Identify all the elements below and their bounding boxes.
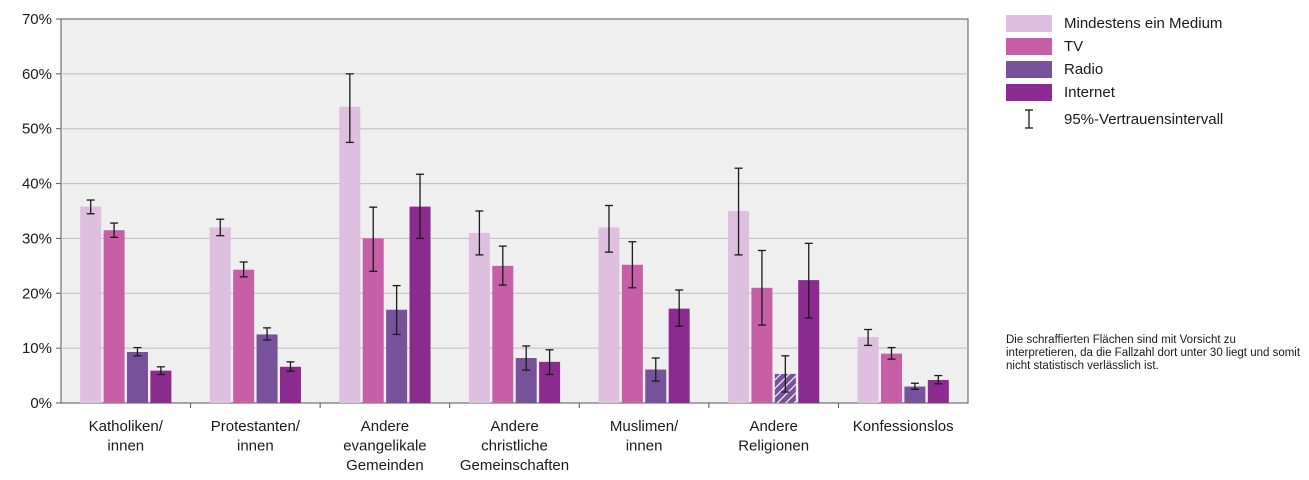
category-label: innen [626, 438, 663, 455]
bar [598, 227, 620, 403]
legend-item-internet: Internet [1006, 81, 1223, 104]
legend-swatch [1006, 84, 1052, 101]
legend-label: 95%-Vertrauensintervall [1064, 110, 1224, 128]
y-tick-label: 20% [22, 285, 52, 302]
legend-label: Radio [1064, 61, 1104, 78]
category-label: evangelikale [343, 438, 426, 455]
category-label: Katholiken/ [89, 418, 164, 435]
legend-item-mindestens-ein-medium: Mindestens ein Medium [1006, 12, 1223, 35]
legend: Mindestens ein Medium TV Radio Internet … [1006, 12, 1223, 134]
bar [927, 379, 949, 403]
bar [645, 369, 667, 403]
bar [150, 370, 172, 403]
x-axis: Katholiken/innen Protestanten/innen Andere… [89, 403, 954, 474]
y-tick-label: 70% [22, 11, 52, 28]
bar [386, 309, 408, 403]
y-tick-label: 40% [22, 176, 52, 193]
legend-item-radio: Radio [1006, 58, 1223, 81]
category-label: Andere [749, 418, 797, 435]
bar [339, 106, 361, 404]
category-label: Religionen [738, 438, 809, 455]
y-tick-label: 50% [22, 121, 52, 138]
legend-label: TV [1064, 38, 1084, 55]
bar [256, 334, 278, 403]
error-bar-icon [1006, 108, 1052, 129]
bar [126, 351, 148, 403]
bar [362, 238, 384, 403]
category-label: Protestanten/ [211, 418, 301, 435]
bar [881, 353, 903, 403]
bar [751, 287, 773, 403]
bar [515, 358, 537, 403]
category-label: Andere [361, 418, 409, 435]
bar [468, 232, 490, 403]
bar [668, 308, 690, 403]
bar [209, 227, 231, 403]
y-tick-label: 0% [30, 395, 52, 412]
bar [798, 280, 820, 403]
legend-swatch [1006, 15, 1052, 32]
bar [539, 361, 561, 403]
legend-item-tv: TV [1006, 35, 1223, 58]
category-label: christliche [481, 438, 548, 455]
legend-swatch [1006, 61, 1052, 78]
bar [904, 386, 926, 403]
category-label: Gemeinden [346, 457, 424, 474]
bars [80, 106, 949, 404]
hatch-note: Die schraffierten Flächen sind mit Vorsi… [1006, 334, 1301, 372]
bar [103, 230, 125, 403]
bar [233, 269, 255, 403]
plot-area [60, 18, 969, 404]
category-label: Gemeinschaften [460, 457, 569, 474]
legend-swatch [1006, 38, 1052, 55]
bar [621, 264, 643, 403]
y-tick-label: 30% [22, 230, 52, 247]
legend-item-ci: 95%-Vertrauensintervall [1006, 104, 1223, 134]
category-label: Konfessionslos [853, 418, 954, 435]
y-tick-label: 10% [22, 340, 52, 357]
bar [279, 366, 301, 403]
bar [492, 265, 514, 403]
bar [409, 206, 431, 403]
category-label: innen [237, 438, 274, 455]
y-tick-label: 60% [22, 66, 52, 83]
bar [728, 211, 750, 403]
category-label: Muslimen/ [610, 418, 679, 435]
confidence-intervals [86, 73, 943, 393]
y-axis: 0% 10% 20% 30% 40% 50% 60% 70% [22, 11, 61, 412]
bar [80, 206, 102, 403]
bar [857, 337, 879, 403]
legend-label: Internet [1064, 84, 1115, 101]
legend-label: Mindestens ein Medium [1064, 15, 1223, 32]
category-label: innen [107, 438, 144, 455]
category-label: Andere [490, 418, 538, 435]
bar-chart: 0% 10% 20% 30% 40% 50% 60% 70% Katholiken/innen… [22, 11, 969, 474]
